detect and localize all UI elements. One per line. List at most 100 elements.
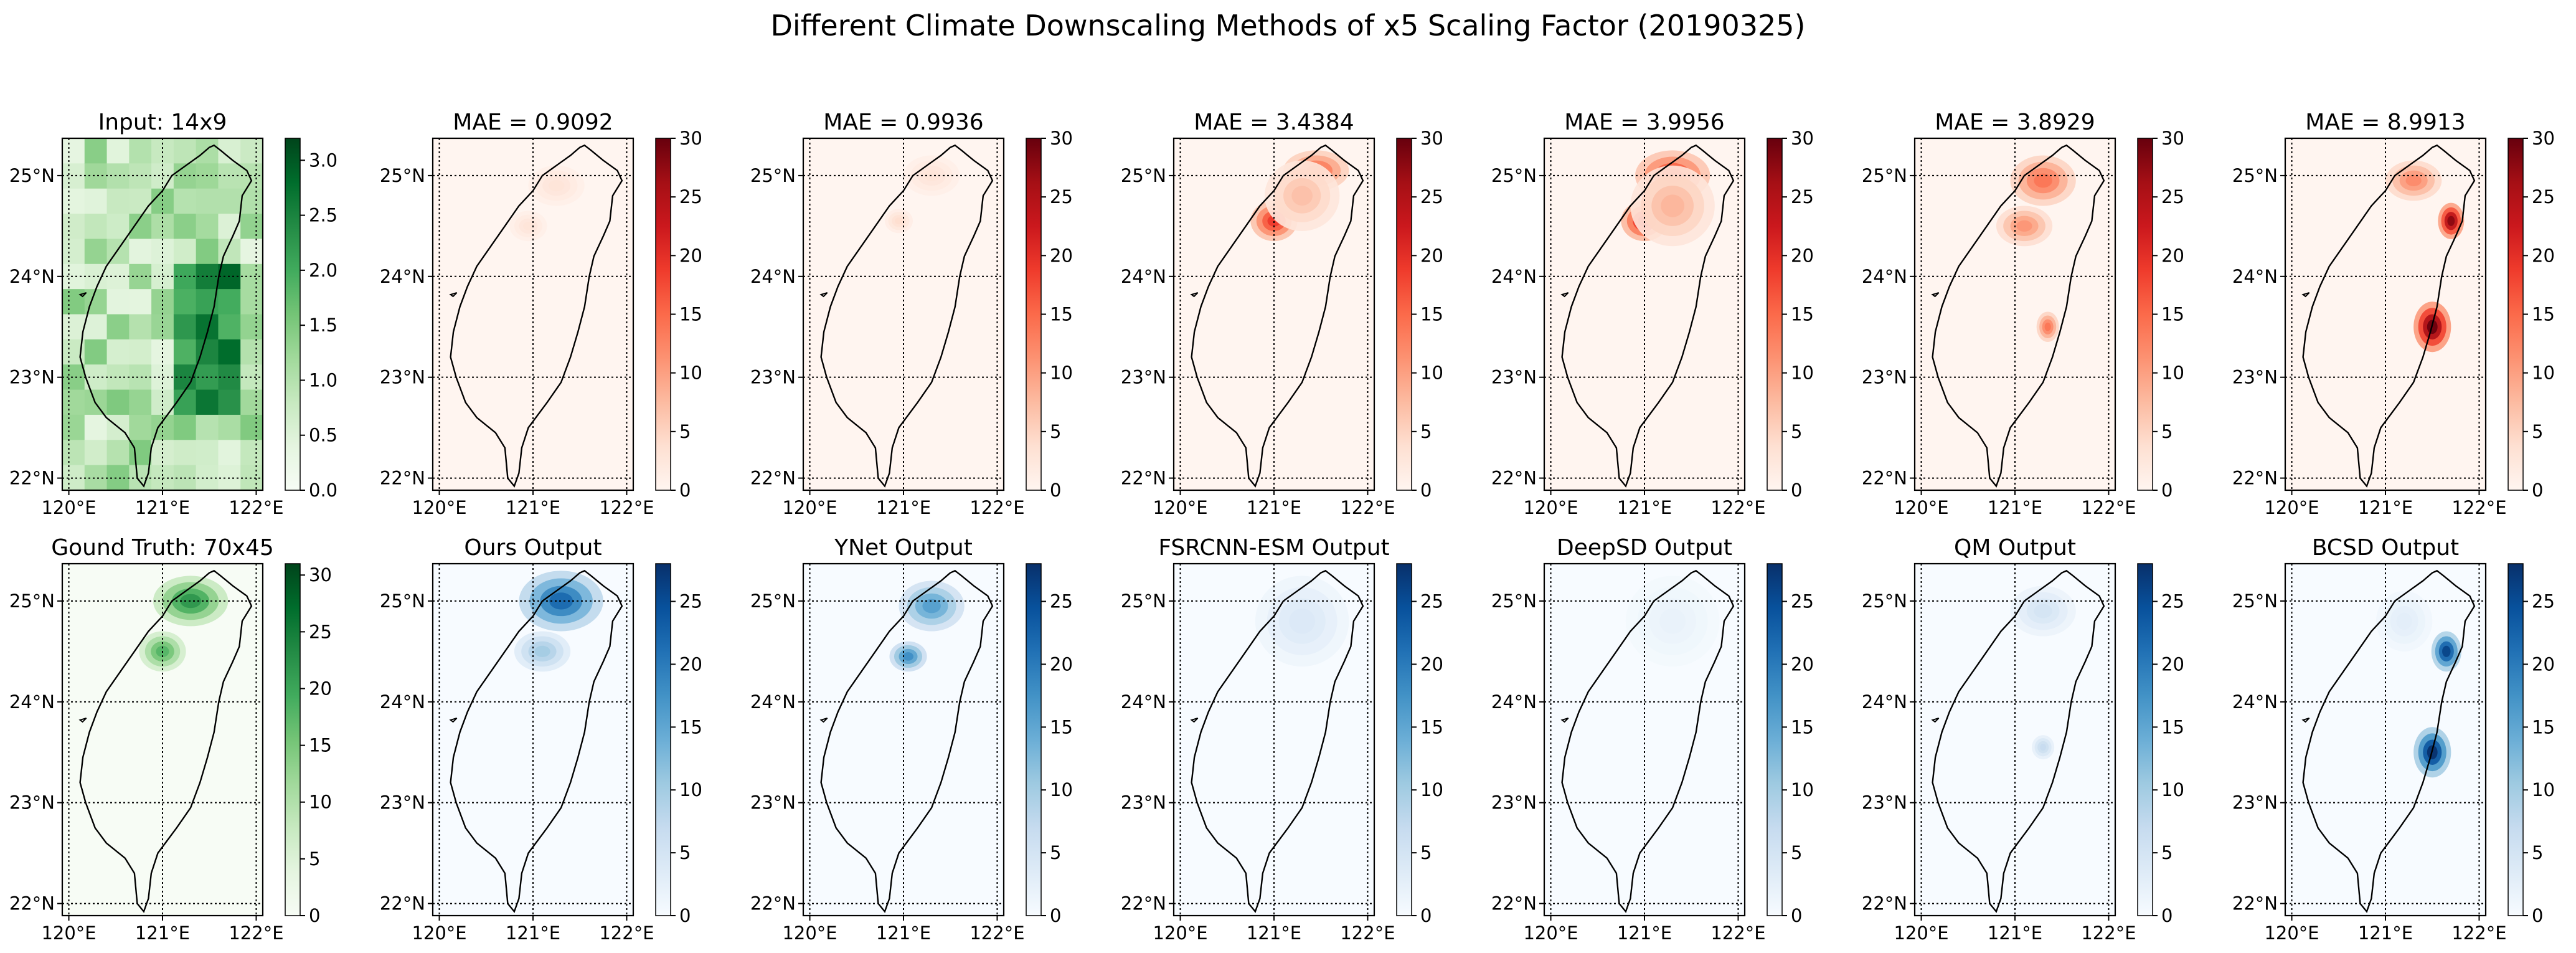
- heatmap-cell: [62, 239, 85, 265]
- x-tick-label: 120°E: [1523, 497, 1578, 518]
- panel-title: QM Output: [1954, 535, 2076, 561]
- x-tick-label: 121°E: [1988, 497, 2042, 518]
- y-tick-label: 23°N: [380, 367, 425, 388]
- x-tick-label: 122°E: [599, 922, 654, 944]
- y-tick-label: 24°N: [1491, 691, 1537, 713]
- colorbar-tick-label: 15: [1791, 304, 1814, 325]
- heatmap-cell: [196, 389, 219, 415]
- colorbar-tick-label: 5: [2161, 842, 2173, 863]
- islet: [819, 717, 828, 723]
- x-tick-label: 122°E: [599, 497, 654, 518]
- heatmap-cell: [62, 414, 85, 440]
- heatmap-cell: [84, 138, 108, 164]
- panel-title: MAE = 3.9956: [1564, 110, 1724, 135]
- colorbar: [1396, 138, 1412, 491]
- precip-blob: [549, 592, 573, 610]
- colorbar-tick-label: 25: [2532, 591, 2555, 612]
- x-tick-label: 120°E: [782, 922, 837, 944]
- heatmap-cell: [84, 414, 108, 440]
- colorbar-tick-label: 20: [1791, 653, 1814, 675]
- x-tick-label: 121°E: [1617, 497, 1672, 518]
- precip-blob: [922, 599, 941, 614]
- y-tick-label: 22°N: [1862, 468, 1907, 489]
- colorbar-tick-label: 15: [679, 304, 702, 325]
- colorbar-tick-label: 10: [679, 779, 702, 800]
- precip-blob: [523, 222, 534, 230]
- heatmap-cell: [106, 163, 130, 189]
- colorbar-tick-label: 15: [1791, 716, 1814, 737]
- heatmap-cell: [106, 465, 130, 490]
- x-tick-label: 121°E: [1617, 922, 1672, 944]
- map-panel-5: MAE = 3.9956 120°E 121°E 122°E 25°N 24°N 23°N 2…: [1491, 110, 1814, 518]
- colorbar-tick-label: 5: [1050, 421, 1061, 442]
- heatmap-cell: [240, 440, 263, 466]
- y-tick-label: 25°N: [1491, 590, 1537, 612]
- precip-blob: [1291, 186, 1313, 206]
- colorbar-tick-label: 5: [679, 421, 691, 442]
- heatmap-cell: [196, 414, 219, 440]
- heatmap-cell: [129, 314, 152, 340]
- panel-title: MAE = 3.8929: [1935, 110, 2095, 135]
- taiwan-coastline: [1932, 569, 2105, 913]
- x-tick-label: 120°E: [1894, 922, 1948, 944]
- precip-blob: [2016, 220, 2032, 232]
- colorbar: [1396, 563, 1412, 916]
- colorbar-tick-label: 25: [1791, 591, 1814, 612]
- x-tick-label: 121°E: [1988, 922, 2042, 944]
- precip-blob: [1661, 194, 1685, 217]
- taiwan-coastline: [79, 569, 253, 913]
- colorbar-tick-label: 5: [2532, 421, 2543, 442]
- heatmap-cell: [151, 289, 174, 315]
- panel-title: MAE = 0.9936: [823, 110, 983, 135]
- heatmap-cell: [240, 414, 263, 440]
- colorbar-tick-label: 30: [1420, 128, 1443, 149]
- taiwan-coastline: [1561, 569, 1735, 913]
- heatmap-cell: [84, 465, 108, 490]
- colorbar-tick-label: 5: [309, 848, 320, 870]
- colorbar-tick-label: 20: [1050, 245, 1073, 266]
- colorbar-tick-label: 25: [2161, 186, 2184, 207]
- islet: [1560, 717, 1569, 723]
- colorbar-tick-label: 25: [2161, 591, 2184, 612]
- x-tick-label: 122°E: [2451, 922, 2506, 944]
- heatmap-cell: [84, 440, 108, 466]
- y-tick-label: 23°N: [1491, 792, 1537, 813]
- colorbar-tick-label: 5: [1420, 842, 1432, 863]
- islet: [2301, 717, 2310, 723]
- islet: [819, 292, 828, 298]
- heatmap-cell: [62, 289, 85, 315]
- x-tick-label: 122°E: [229, 922, 283, 944]
- colorbar-tick-label: 15: [1050, 304, 1073, 325]
- map-panel-14: BCSD Output 120°E 121°E 122°E 25°N 24°N 23°N 22…: [2232, 535, 2555, 944]
- colorbar-tick-label: 5: [1420, 421, 1432, 442]
- y-tick-label: 24°N: [9, 691, 55, 713]
- heatmap-cell: [62, 214, 85, 239]
- x-tick-label: 120°E: [412, 497, 466, 518]
- colorbar-tick-label: 25: [1420, 186, 1443, 207]
- colorbar-tick-label: 5: [1791, 421, 1802, 442]
- precip-blob: [1289, 608, 1316, 634]
- colorbar-tick-label: 30: [1050, 128, 1073, 149]
- colorbar-tick-label: 30: [1791, 128, 1814, 149]
- heatmap-cell: [196, 339, 219, 365]
- y-tick-label: 25°N: [380, 165, 425, 186]
- y-tick-label: 25°N: [1491, 165, 1537, 186]
- y-tick-label: 23°N: [750, 792, 796, 813]
- colorbar-tick-label: 25: [1050, 591, 1073, 612]
- islet: [1190, 292, 1199, 298]
- islet: [2301, 292, 2310, 298]
- heatmap-cell: [129, 188, 152, 214]
- colorbar-tick-label: 0: [1791, 480, 1802, 501]
- x-tick-label: 121°E: [1247, 922, 1301, 944]
- heatmap-cell: [106, 188, 130, 214]
- y-tick-label: 24°N: [1121, 691, 1166, 713]
- y-tick-label: 25°N: [9, 165, 55, 186]
- colorbar-tick-label: 15: [1420, 716, 1443, 737]
- colorbar-tick-label: 30: [679, 128, 702, 149]
- map-panel-13: QM Output 120°E 121°E 122°E 25°N 24°N 23°N 22°N…: [1862, 535, 2184, 944]
- heatmap-cell: [196, 440, 219, 466]
- heatmap-cell: [129, 389, 152, 415]
- precip-blob: [2044, 322, 2051, 331]
- x-tick-label: 121°E: [2358, 497, 2413, 518]
- x-tick-label: 122°E: [2081, 497, 2136, 518]
